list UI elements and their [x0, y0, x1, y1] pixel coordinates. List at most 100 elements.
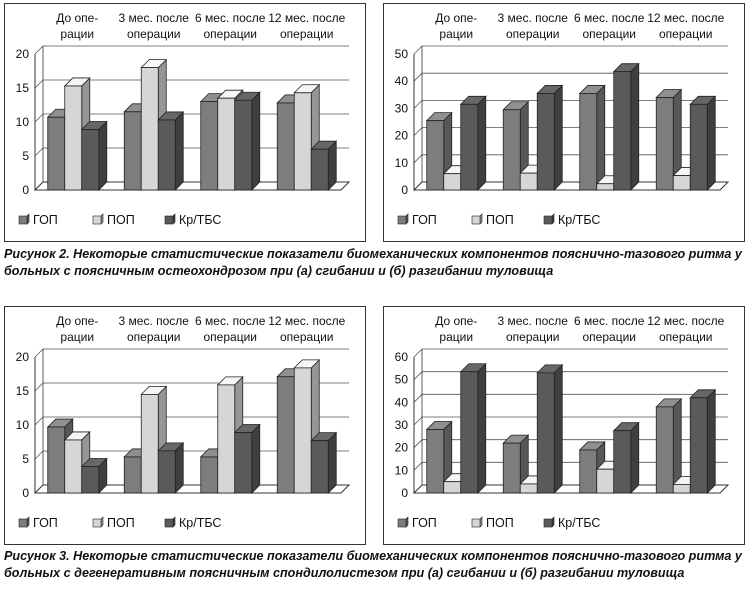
chart-fig3b: 0 10 20 30 40 50 60 До опе-рации 3 мес. после опе… — [395, 314, 730, 530]
category-label: 12 мес. после — [647, 11, 724, 25]
legend-swatch — [18, 213, 30, 225]
bar — [655, 88, 683, 191]
category-label: операции — [659, 330, 712, 344]
legend-swatch — [164, 213, 176, 225]
category-label: До опе- — [56, 11, 98, 25]
category-label: операции — [204, 27, 257, 41]
gridline-side — [34, 147, 44, 157]
chart-fig2b: 0 10 20 30 40 50 До опе-рации 3 мес. после опера… — [395, 11, 730, 227]
y-tick-label: 20 — [395, 441, 409, 455]
category-label: 12 мес. после — [268, 314, 345, 328]
y-tick-label: 5 — [22, 149, 29, 163]
chart-panel-fig2b: 0 10 20 30 40 50 До опе-рации 3 мес. после опера… — [383, 3, 745, 242]
chart-panel-fig3a: 0 5 10 15 20 До опе-рации 3 мес. после операции… — [4, 306, 366, 545]
chart-fig2a: 0 5 10 15 20 До опе-рации 3 мес. после операции… — [16, 11, 351, 227]
category-label: До опе- — [435, 11, 477, 25]
y-tick-label: 10 — [395, 463, 409, 477]
bar — [80, 120, 108, 191]
category-label: 12 мес. после — [268, 11, 345, 25]
legend-label: Кр/ТБС — [558, 516, 600, 530]
legend-swatch — [543, 516, 555, 528]
y-tick-label: 0 — [22, 486, 29, 500]
y-tick-label: 50 — [395, 373, 409, 387]
legend-label: Кр/ТБС — [558, 213, 600, 227]
category-label: рации — [60, 330, 94, 344]
gridline-side — [413, 394, 423, 403]
legend-label: Кр/ТБС — [179, 516, 221, 530]
category-label: операции — [583, 330, 636, 344]
y-tick-label: 50 — [395, 47, 409, 61]
gridline-side — [413, 45, 423, 55]
category-label: 3 мес. после — [498, 314, 569, 328]
bar — [612, 62, 640, 191]
legend-label: ГОП — [412, 516, 437, 530]
gridline-side — [413, 462, 423, 471]
gridline-side — [34, 416, 44, 426]
category-label: рации — [60, 27, 94, 41]
bar — [459, 362, 487, 494]
legend-swatch — [397, 213, 409, 225]
y-tick-label: 30 — [395, 101, 409, 115]
bar — [578, 84, 606, 191]
category-label: операции — [127, 330, 180, 344]
y-tick-label: 10 — [16, 115, 30, 129]
bar — [157, 441, 185, 494]
legend-label: ПОП — [486, 213, 514, 227]
bar — [536, 363, 564, 494]
y-tick-label: 40 — [395, 74, 409, 88]
gridline-side — [34, 348, 44, 358]
chart-panel-fig3b: 0 10 20 30 40 50 60 До опе-рации 3 мес. после опе… — [383, 306, 745, 545]
y-tick-label: 30 — [395, 418, 409, 432]
category-label: 6 мес. после — [195, 11, 266, 25]
category-label: операции — [280, 330, 333, 344]
legend-label: ПОП — [486, 516, 514, 530]
bar — [293, 358, 321, 494]
category-label: 6 мес. после — [574, 11, 645, 25]
chart-panel-fig2a: 0 5 10 15 20 До опе-рации 3 мес. после операции… — [4, 3, 366, 242]
legend-label: ПОП — [107, 516, 135, 530]
gridline-side — [34, 45, 44, 55]
category-label: операции — [583, 27, 636, 41]
category-label: До опе- — [435, 314, 477, 328]
figure-3-caption: Рисунок 3. Некоторые статистические пока… — [4, 549, 742, 580]
y-tick-label: 0 — [401, 183, 408, 197]
bar — [233, 423, 261, 494]
figure-2-caption: Рисунок 2. Некоторые статистические пока… — [4, 247, 742, 278]
category-label: рации — [439, 330, 473, 344]
category-label: рации — [439, 27, 473, 41]
bar — [46, 418, 74, 494]
gridline-side — [413, 72, 423, 82]
bar — [689, 388, 717, 494]
legend-label: ПОП — [107, 213, 135, 227]
bar — [310, 140, 338, 191]
bar — [80, 457, 108, 494]
y-tick-label: 0 — [401, 486, 408, 500]
y-tick-label: 15 — [16, 81, 30, 95]
category-label: 3 мес. после — [498, 11, 569, 25]
y-tick-label: 15 — [16, 384, 30, 398]
legend-label: ГОП — [412, 213, 437, 227]
legend-swatch — [164, 516, 176, 528]
gridline-side — [413, 439, 423, 448]
legend-swatch — [18, 516, 30, 528]
bar — [459, 95, 487, 191]
legend-swatch — [92, 516, 104, 528]
category-label: 3 мес. после — [119, 314, 190, 328]
legend-swatch — [543, 213, 555, 225]
category-label: операции — [204, 330, 257, 344]
category-label: операции — [659, 27, 712, 41]
category-label: 3 мес. после — [119, 11, 190, 25]
legend-label: ГОП — [33, 516, 58, 530]
category-label: операции — [280, 27, 333, 41]
gridline-side — [413, 371, 423, 380]
legend-swatch — [92, 213, 104, 225]
category-label: операции — [127, 27, 180, 41]
y-tick-label: 20 — [16, 350, 30, 364]
category-label: операции — [506, 27, 559, 41]
category-label: До опе- — [56, 314, 98, 328]
gridline-side — [34, 382, 44, 392]
bar — [655, 397, 683, 494]
legend-swatch — [397, 516, 409, 528]
y-tick-label: 40 — [395, 395, 409, 409]
y-tick-label: 10 — [395, 156, 409, 170]
